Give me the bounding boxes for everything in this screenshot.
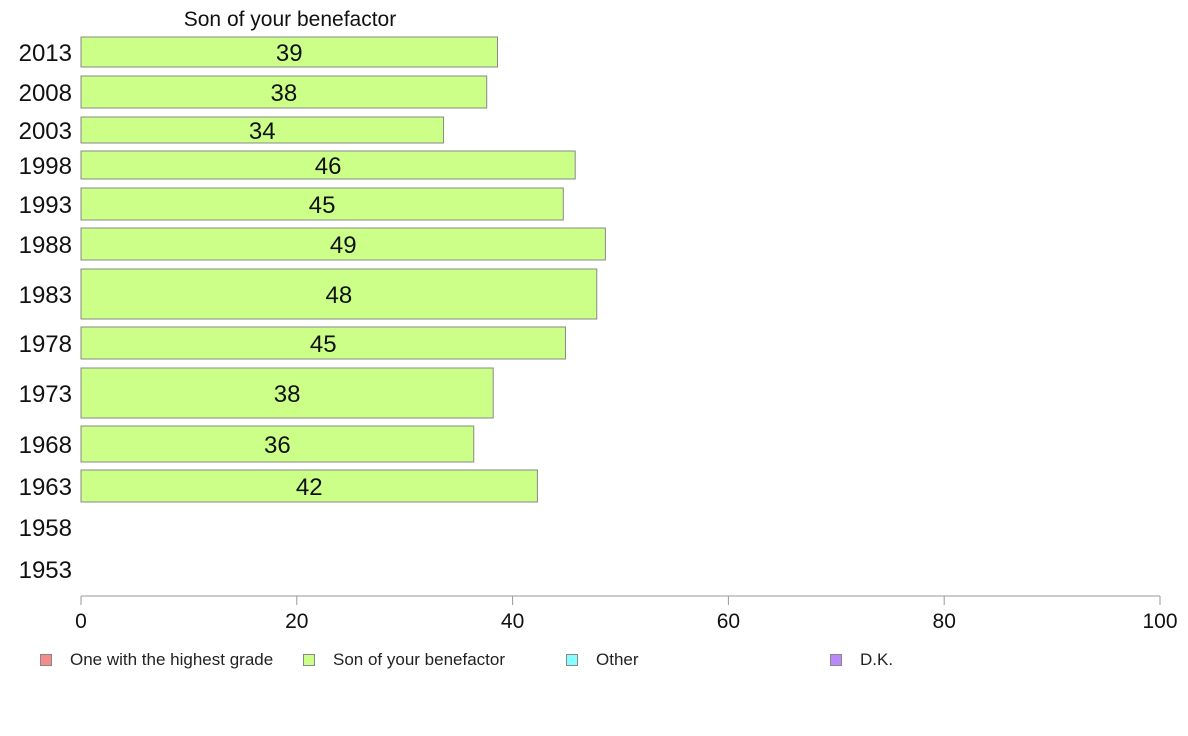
legend: One with the highest grade Son of your b… (0, 650, 1188, 672)
y-tick-label: 1993 (19, 192, 72, 219)
y-tick-label: 2003 (19, 118, 72, 145)
legend-label-dk: D.K. (860, 650, 894, 669)
bar (80, 469, 538, 503)
bar (80, 425, 475, 463)
x-tick-label: 80 (933, 610, 956, 633)
x-tick-label: 100 (1142, 610, 1177, 633)
y-tick-label: 1973 (19, 381, 72, 408)
bar (80, 116, 445, 144)
x-tick-label: 60 (717, 610, 740, 633)
y-tick-label: 1998 (19, 153, 72, 180)
bar-value-label: 48 (326, 282, 353, 309)
bar-value-label: 34 (249, 118, 276, 145)
y-tick-label: 1978 (19, 331, 72, 358)
legend-item-son-of-benefactor: Son of your benefactor (303, 650, 505, 670)
legend-item-other: Other (566, 650, 639, 670)
x-tick-label: 40 (501, 610, 524, 633)
bar (80, 227, 606, 261)
legend-swatch-other (566, 654, 578, 666)
y-tick-label: 1958 (19, 515, 72, 542)
legend-swatch-dk (830, 654, 842, 666)
legend-swatch-son-of-benefactor (303, 654, 315, 666)
bar (80, 326, 566, 360)
y-tick-label: 1988 (19, 232, 72, 259)
bar-value-label: 45 (310, 331, 337, 358)
bar (80, 367, 494, 419)
bar-value-label: 38 (271, 80, 298, 107)
legend-label-other: Other (596, 650, 639, 669)
legend-label-highest-grade: One with the highest grade (70, 650, 274, 669)
bar (80, 75, 488, 109)
bar (80, 36, 498, 68)
legend-item-highest-grade: One with the highest grade (40, 650, 273, 670)
y-tick-label: 2013 (19, 40, 72, 67)
x-tick-label: 0 (75, 610, 87, 633)
bar (80, 187, 564, 221)
legend-label-son-of-benefactor: Son of your benefactor (333, 650, 506, 669)
y-tick-label: 1953 (19, 557, 72, 584)
y-tick-label: 1983 (19, 282, 72, 309)
y-tick-label: 2008 (19, 80, 72, 107)
x-tick-label: 20 (285, 610, 308, 633)
chart-title: Son of your benefactor (184, 8, 396, 31)
bar (80, 150, 576, 180)
y-tick-label: 1968 (19, 432, 72, 459)
bar-value-label: 49 (330, 232, 357, 259)
bar-chart: Son of your benefactor 39 38 34 46 45 49 48 45 3… (19, 8, 1178, 633)
bar-value-label: 42 (296, 474, 323, 501)
bar (80, 268, 598, 320)
bar-value-label: 38 (274, 381, 301, 408)
bar-value-label: 39 (276, 40, 303, 67)
bar-value-label: 45 (309, 192, 336, 219)
legend-swatch-highest-grade (40, 654, 52, 666)
bar-value-label: 46 (315, 153, 342, 180)
bar-value-label: 36 (264, 432, 291, 459)
legend-item-dk: D.K. (830, 650, 893, 670)
y-tick-label: 1963 (19, 474, 72, 501)
